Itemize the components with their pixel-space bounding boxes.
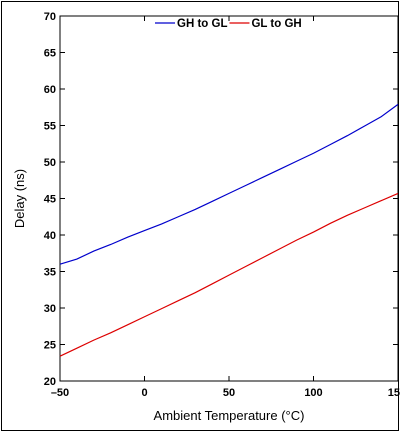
y-tick-label: 60 (44, 84, 56, 96)
x-tick-label: 15 (388, 387, 400, 399)
plot-area (59, 15, 399, 382)
y-tick-label: 35 (44, 267, 56, 279)
axis-ticks (59, 15, 399, 382)
y-tick-label: 20 (44, 376, 56, 388)
y-tick-label: 25 (44, 340, 56, 352)
x-axis-title: Ambient Temperature (°C) (154, 408, 305, 423)
y-tick-label: 70 (44, 11, 56, 23)
legend-label-2: GL to GH (251, 18, 301, 30)
y-tick-label: 45 (44, 194, 56, 206)
y-tick-label: 50 (44, 157, 56, 169)
data-series (59, 103, 399, 357)
x-tick-label: –50 (51, 387, 69, 399)
plot-border (59, 15, 399, 382)
x-tick-label: 0 (141, 387, 147, 399)
x-tick-label: 50 (223, 387, 235, 399)
y-tick-label: 30 (44, 303, 56, 315)
x-tick-label: 100 (304, 387, 322, 399)
legend: GH to GL GL to GH (155, 18, 302, 30)
y-tick-label: 65 (44, 48, 56, 60)
y-axis-title: Delay (ns) (12, 169, 27, 228)
series-line-1 (59, 103, 399, 265)
legend-label-1: GH to GL (177, 18, 227, 30)
y-tick-label: 55 (44, 121, 56, 133)
series-line-2 (59, 192, 399, 357)
y-tick-label: 40 (44, 230, 56, 242)
axis-tick-labels: 20 25 30 35 40 45 50 55 60 65 70 –50 0 50 100 15 (44, 11, 400, 399)
